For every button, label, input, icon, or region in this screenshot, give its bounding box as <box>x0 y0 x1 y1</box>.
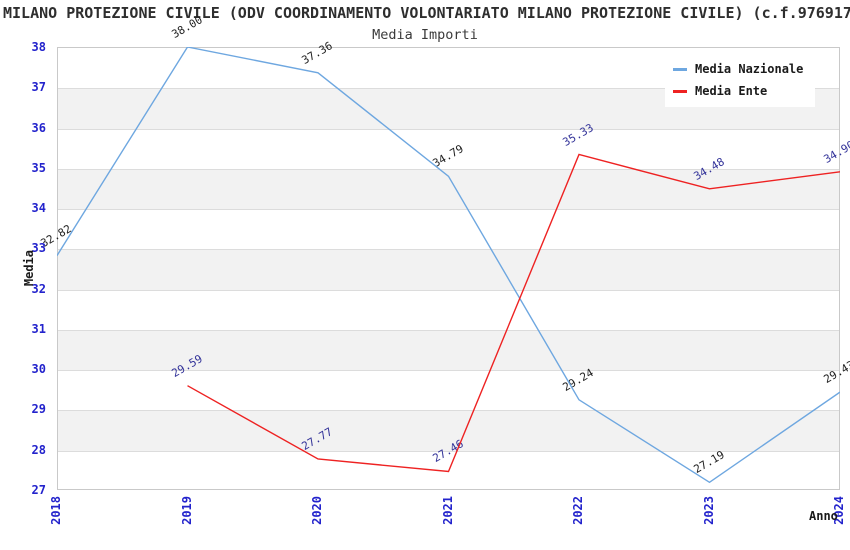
background-band <box>58 249 839 290</box>
figure-title: MILANO PROTEZIONE CIVILE (ODV COORDINAME… <box>3 4 850 22</box>
y-axis-title: Media <box>22 250 36 287</box>
gridline <box>58 128 839 130</box>
legend-line-swatch-nazionale <box>673 67 687 71</box>
background-band <box>58 329 839 371</box>
y-tick-label: 29 <box>31 402 46 417</box>
legend: Media Nazionale Media Ente <box>665 55 815 107</box>
x-tick-label: 2019 <box>179 496 194 525</box>
x-tick-label: 2023 <box>701 496 716 525</box>
chart-title: Media Importi <box>372 27 478 43</box>
y-tick-label: 35 <box>31 160 46 175</box>
plot-area <box>57 47 840 490</box>
gridline <box>58 249 839 251</box>
gridline <box>58 168 839 170</box>
y-tick-label: 32 <box>31 281 46 296</box>
gridline <box>58 289 839 291</box>
y-tick-label: 37 <box>31 80 46 95</box>
x-tick-label: 2020 <box>310 496 324 525</box>
series-lines-layer <box>57 47 840 484</box>
legend-item-media-nazionale: Media Nazionale <box>673 58 809 80</box>
legend-label-media-nazionale: Media Nazionale <box>695 62 804 76</box>
y-tick-label: 27 <box>31 483 46 497</box>
gridline <box>58 410 839 412</box>
x-axis-title: Anno <box>809 509 838 523</box>
y-tick-label: 28 <box>31 442 46 457</box>
y-tick-label: 31 <box>31 321 46 336</box>
series-line-media-nazionale <box>57 47 840 484</box>
gridline <box>58 370 839 372</box>
legend-label-media-ente: Media Ente <box>695 84 768 98</box>
x-tick-label: 2021 <box>440 496 455 525</box>
legend-line-swatch-ente <box>673 89 687 93</box>
gridline <box>58 209 839 211</box>
y-tick-label: 34 <box>31 201 46 216</box>
y-tick-label: 33 <box>31 241 46 256</box>
gridline <box>58 88 839 90</box>
legend-item-media-ente: Media Ente <box>673 80 809 102</box>
series-line-media-ente <box>187 153 840 473</box>
gridline <box>58 329 839 331</box>
x-tick-label: 2018 <box>49 496 63 525</box>
y-tick-label: 38 <box>31 40 46 54</box>
y-tick-label: 36 <box>31 120 46 135</box>
x-tick-label: 2022 <box>571 496 585 525</box>
y-tick-label: 30 <box>31 362 46 377</box>
background-band <box>58 410 839 451</box>
gridline <box>58 450 839 452</box>
